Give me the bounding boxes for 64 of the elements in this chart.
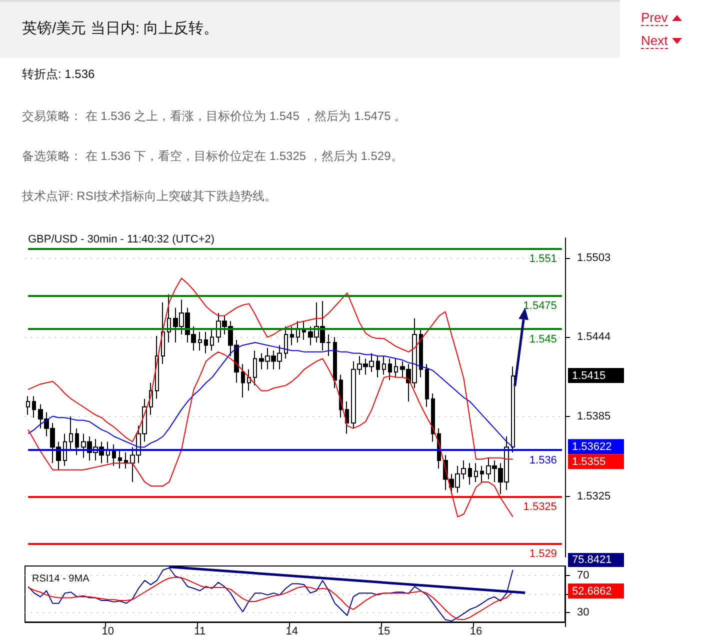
candlestick <box>204 331 208 354</box>
candlestick <box>345 401 349 434</box>
candlestick <box>511 366 515 453</box>
text: 技术点评: RSI技术指标向上突破其下跌趋势线。 <box>22 188 277 205</box>
y-tick-label: 70 <box>577 569 590 582</box>
candlestick <box>382 355 386 376</box>
candlestick <box>75 428 79 456</box>
ref-line-label: 1.529 <box>529 548 557 560</box>
candlestick <box>480 465 484 482</box>
ref-line-label: 1.545 <box>529 334 557 346</box>
y-tick-label: 1.5385 <box>577 410 611 422</box>
x-tick-label: 14 <box>286 626 298 638</box>
ref-line-label: 1.551 <box>529 253 557 266</box>
ref-line-label: 1.5325 <box>523 501 557 514</box>
candlestick <box>419 328 423 378</box>
candlestick <box>425 363 429 408</box>
candlestick <box>296 320 300 344</box>
text: 交易策略： 在 1.536 之上，看涨，目标价位为 1.545 ，然后为 1.5475 。 <box>22 108 406 125</box>
candlestick <box>210 328 214 352</box>
text: 备选策略： 在 1.536 下，看空，目标价位定在 1.5325 ，然后为 1.529。 <box>22 148 403 165</box>
candlestick <box>167 294 171 344</box>
candlestick <box>32 396 36 418</box>
y-tick-label: 30 <box>577 606 590 619</box>
ref-line-label: 1.536 <box>529 454 557 466</box>
text: 转折点: 1.536 <box>22 66 95 83</box>
candlestick <box>26 396 30 416</box>
x-tick-label: 16 <box>470 626 482 638</box>
candlestick <box>284 326 288 360</box>
text: RSI14 - 9MA <box>32 574 90 584</box>
candlestick <box>388 358 392 381</box>
text: 75.8421 <box>572 554 612 566</box>
candlestick <box>198 331 202 352</box>
y-tick-label: 1.5503 <box>577 252 611 264</box>
chart-title: 英镑/美元 当日内: 向上反转。 <box>22 19 219 38</box>
candlestick <box>431 392 435 442</box>
x-tick-label: 15 <box>378 626 390 638</box>
candlestick <box>63 433 67 466</box>
candlestick <box>241 363 245 398</box>
text: 52.6862 <box>572 585 612 598</box>
candlestick <box>468 462 472 486</box>
candlestick <box>376 355 380 378</box>
x-tick-label: 11 <box>194 626 206 638</box>
candlestick <box>161 302 165 364</box>
text: 1.5355 <box>572 456 606 468</box>
candlestick <box>290 326 294 346</box>
line-series <box>28 278 514 460</box>
text: Prev <box>641 10 668 26</box>
candlestick <box>247 368 251 392</box>
line-series <box>28 567 514 622</box>
text: 1.5415 <box>572 370 606 382</box>
y-tick-label: 1.5444 <box>577 331 611 344</box>
candlestick <box>474 462 478 482</box>
ref-line-label: 1.5475 <box>523 300 557 312</box>
candlestick <box>333 336 337 389</box>
x-tick-label: 10 <box>102 626 114 638</box>
text: Next <box>641 33 668 49</box>
candlestick <box>253 350 257 386</box>
candlestick <box>394 358 398 378</box>
candlestick <box>118 449 122 470</box>
y-tick-label: 1.5325 <box>577 490 611 503</box>
chart-subtitle: GBP/USD - 30min - 11:40:32 (UTC+2) <box>28 234 215 246</box>
text: 1.53622 <box>572 441 612 454</box>
line-series <box>28 576 514 620</box>
candlestick <box>69 416 73 450</box>
